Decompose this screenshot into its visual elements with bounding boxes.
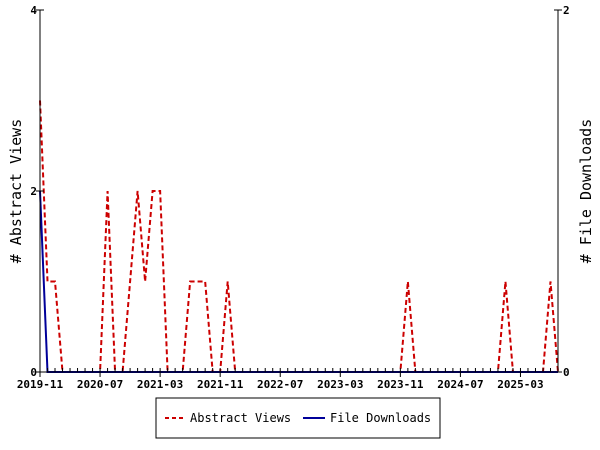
labels-layer: 2019-11 2020-07 2021-03 2021-11 2022-07 2023-… (17, 4, 570, 391)
x-tick-label: 2023-03 (317, 378, 363, 391)
x-tick-label: 2024-07 (437, 378, 483, 391)
ticks-layer (36, 9, 562, 377)
y-right-tick-label: 0 (563, 366, 570, 379)
x-tick-label: 2021-11 (197, 378, 244, 391)
x-tick-label: 2021-03 (137, 378, 183, 391)
x-tick-label: 2020-07 (77, 378, 123, 391)
y-right-axis-title: # File Downloads (577, 119, 595, 264)
x-tick-label: 2025-03 (497, 378, 543, 391)
x-tick-label: 2022-07 (257, 378, 303, 391)
y-left-tick-label: 4 (30, 4, 37, 17)
x-tick-label: 2023-11 (377, 378, 424, 391)
plot-area (40, 10, 558, 372)
y-left-axis-title: # Abstract Views (7, 119, 25, 264)
y-right-tick-label: 2 (563, 4, 570, 17)
legend-box (155, 397, 441, 439)
legend-label-file-downloads: File Downloads (330, 411, 431, 425)
y-left-tick-label: 0 (30, 366, 37, 379)
legend: Abstract Views File Downloads (155, 397, 441, 439)
x-tick-label: 2019-11 (17, 378, 64, 391)
legend-label-abstract-views: Abstract Views (190, 411, 291, 425)
y-left-tick-label: 2 (30, 185, 37, 198)
